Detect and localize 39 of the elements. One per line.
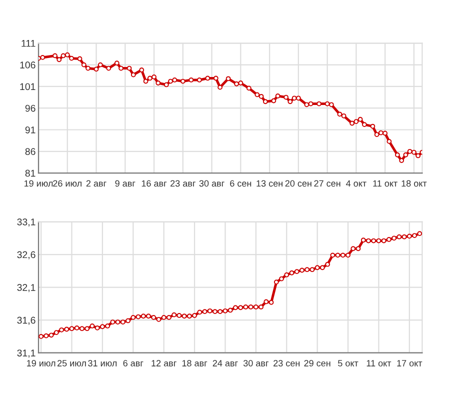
y-tick-label: 86 xyxy=(25,148,36,156)
x-tick-label: 4 окт xyxy=(346,180,366,187)
x-tick-label: 2 авг xyxy=(86,180,106,187)
y-tick-label: 32,6 xyxy=(17,251,36,260)
x-tick-label: 13 сен xyxy=(256,180,282,187)
x-tick-label: 19 июл xyxy=(27,360,56,366)
y-tick-label: 111 xyxy=(22,40,36,47)
x-tick-label: 24 авг xyxy=(212,360,238,366)
x-tick-label: 19 июл xyxy=(24,180,53,187)
y-tick-label: 31,6 xyxy=(17,316,36,325)
y-tick-label: 96 xyxy=(25,104,36,112)
x-tick-label: 5 окт xyxy=(338,360,358,366)
x-tick-label: 11 окт xyxy=(373,180,398,187)
y-tick-label: 106 xyxy=(20,62,36,68)
x-tick-label: 6 сен xyxy=(230,180,252,187)
x-tick-label: 16 авг xyxy=(142,180,167,187)
x-tick-label: 31 июл xyxy=(88,360,117,366)
x-tick-label: 9 авг xyxy=(115,180,136,187)
x-tick-label: 17 окт xyxy=(397,360,422,366)
x-tick-label: 27 сен xyxy=(314,180,340,187)
y-tick-label: 31,1 xyxy=(17,350,36,358)
x-tick-label: 11 окт xyxy=(366,360,392,366)
x-tick-label: 23 сен xyxy=(274,360,300,366)
y-tick-label: 33,1 xyxy=(17,218,36,227)
x-tick-label: 6 авг xyxy=(123,360,144,366)
x-tick-label: 12 авг xyxy=(152,360,176,366)
x-tick-label: 18 окт xyxy=(402,180,427,187)
y-tick-label: 91 xyxy=(25,126,36,134)
x-tick-label: 20 сен xyxy=(285,180,312,187)
x-tick-label: 23 авг xyxy=(170,180,196,187)
x-tick-label: 29 сен xyxy=(304,360,330,366)
y-tick-label: 101 xyxy=(20,83,36,90)
x-tick-label: 26 июл xyxy=(53,180,82,187)
x-tick-label: 25 июл xyxy=(58,360,86,366)
y-tick-label: 32,1 xyxy=(17,284,36,292)
x-tick-label: 30 авг xyxy=(243,360,268,366)
x-tick-label: 30 авг xyxy=(199,180,224,187)
x-tick-label: 18 авг xyxy=(182,360,208,366)
y-tick-label: 81 xyxy=(25,170,36,177)
